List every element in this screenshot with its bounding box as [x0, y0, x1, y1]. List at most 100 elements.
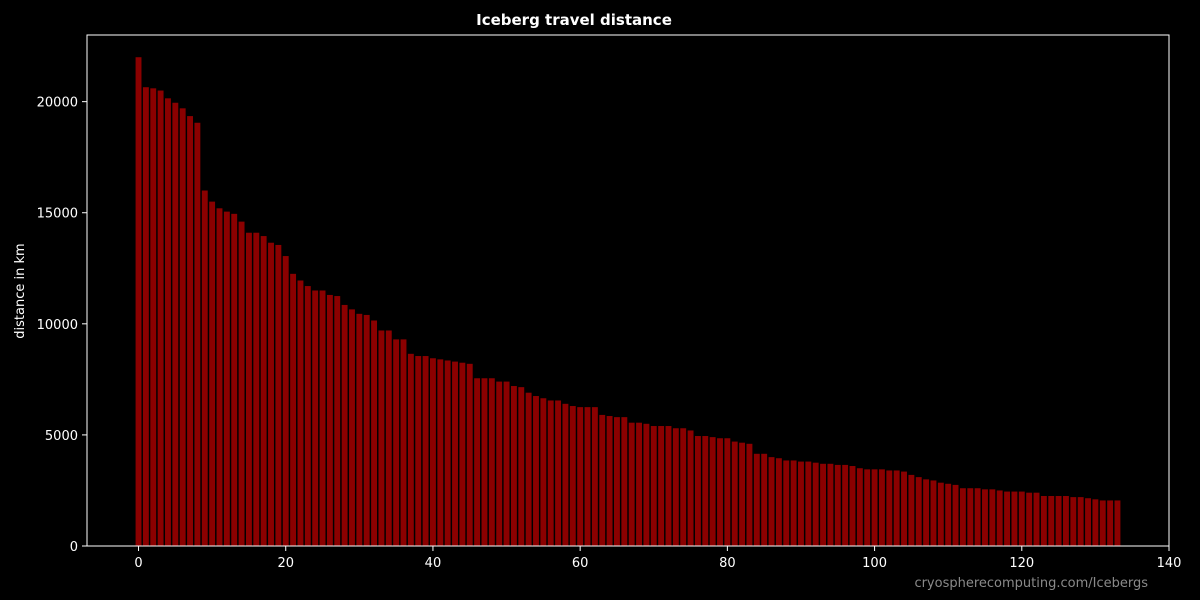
bar: [562, 403, 569, 546]
bar: [1018, 491, 1025, 546]
bar: [871, 469, 878, 546]
bar: [260, 236, 267, 546]
bar: [628, 422, 635, 546]
bar: [150, 88, 157, 546]
x-tick-label: 100: [862, 556, 887, 571]
x-tick-label: 40: [425, 556, 442, 571]
bar: [319, 290, 326, 546]
bar: [179, 108, 186, 546]
bar: [739, 442, 746, 546]
bar: [245, 232, 252, 547]
bar: [393, 339, 400, 546]
x-tick-label: 120: [1009, 556, 1034, 571]
bar: [142, 87, 149, 547]
bar: [231, 213, 238, 546]
bar: [805, 461, 812, 546]
y-tick-label: 20000: [37, 96, 78, 111]
bar: [820, 463, 826, 546]
bar: [959, 488, 966, 546]
plot-frame: [86, 34, 1170, 547]
bar: [1085, 498, 1091, 546]
bar: [326, 294, 333, 546]
bar: [952, 484, 959, 546]
bar: [849, 466, 856, 546]
bar: [989, 489, 996, 546]
bar: [304, 286, 311, 546]
x-axis: 0 20 40 60 80 100 120 140: [134, 546, 1181, 571]
bar: [842, 464, 849, 546]
bar: [194, 122, 201, 546]
bar: [356, 313, 363, 546]
bar: [753, 453, 760, 546]
bar: [422, 356, 429, 546]
bar: [665, 426, 672, 546]
bar: [967, 488, 974, 546]
bar: [1026, 492, 1033, 546]
bar: [547, 400, 554, 546]
bar: [591, 407, 598, 546]
bar: [1107, 500, 1114, 546]
bar: [1004, 491, 1011, 546]
bar: [407, 353, 414, 546]
chart-title: Iceberg travel distance: [476, 11, 672, 29]
bar: [165, 98, 171, 546]
bar: [614, 417, 620, 546]
bar: [312, 290, 319, 546]
bar: [687, 430, 694, 546]
bar: [481, 378, 488, 546]
bar: [827, 463, 834, 546]
bar: [1055, 496, 1062, 546]
bar: [533, 396, 539, 546]
source-credit: cryospherecomputing.com/Icebergs: [914, 576, 1148, 591]
bar: [812, 462, 819, 546]
y-axis-label: distance in km: [13, 243, 28, 338]
bar: [268, 242, 274, 547]
bar: [621, 417, 628, 546]
bar: [503, 381, 510, 546]
bar: [334, 296, 341, 546]
bar: [982, 489, 988, 546]
bar: [510, 386, 517, 546]
y-axis: 0 5000 10000 15000 20000: [37, 96, 87, 555]
bar: [584, 407, 591, 546]
y-tick-label: 5000: [45, 429, 78, 444]
bar: [1063, 496, 1069, 546]
bar: [864, 469, 871, 546]
bar: [783, 460, 790, 546]
bar: [363, 314, 370, 546]
bar: [731, 441, 738, 546]
bar: [636, 422, 642, 546]
bar: [1070, 497, 1077, 546]
bar: [172, 102, 179, 546]
bar: [1114, 500, 1121, 546]
bar: [437, 359, 444, 546]
bar: [768, 457, 775, 546]
x-tick-label: 0: [134, 556, 142, 571]
x-tick-label: 140: [1157, 556, 1182, 571]
bar: [717, 438, 723, 546]
x-tick-label: 60: [572, 556, 589, 571]
bar: [724, 438, 731, 546]
bar: [297, 280, 304, 546]
bar: [577, 407, 584, 546]
bar: [400, 339, 407, 546]
bar: [996, 490, 1003, 546]
bar: [378, 330, 385, 546]
bar: [746, 443, 753, 546]
bar: [290, 273, 297, 546]
bar: [709, 437, 716, 546]
bar: [540, 398, 547, 546]
bar: [798, 461, 804, 546]
bar: [694, 436, 701, 546]
bar: [216, 208, 223, 547]
bar: [923, 479, 930, 546]
bar: [555, 400, 562, 546]
bar: [893, 470, 900, 546]
bar: [856, 468, 863, 546]
bar: [201, 190, 208, 546]
bar: [466, 363, 473, 546]
bar: [658, 426, 665, 546]
bar: [1099, 500, 1106, 546]
bar: [672, 428, 679, 546]
